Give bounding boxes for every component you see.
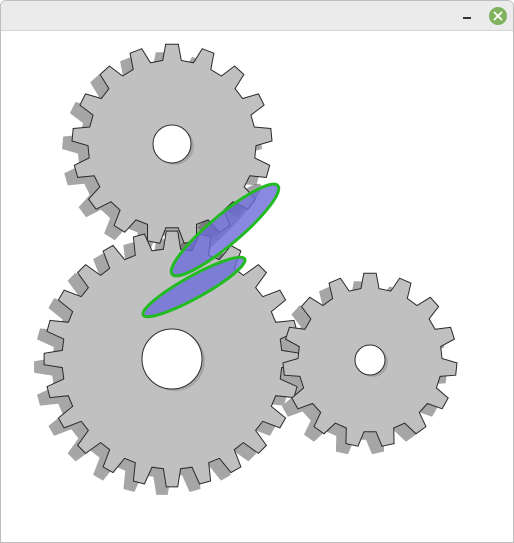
close-icon bbox=[493, 11, 503, 21]
drawing-canvas[interactable] bbox=[1, 31, 513, 542]
gear-bottom-left-hole bbox=[141, 328, 203, 390]
close-button[interactable] bbox=[489, 7, 507, 25]
gear-right-hole bbox=[354, 344, 386, 376]
minimize-button[interactable] bbox=[458, 7, 476, 25]
selection-ellipse-upper[interactable] bbox=[163, 174, 288, 286]
gear-top-left-hole bbox=[152, 124, 192, 164]
selection-ellipse-lower[interactable] bbox=[138, 249, 250, 324]
gear-scene[interactable] bbox=[1, 31, 513, 542]
gear-right[interactable] bbox=[282, 272, 458, 447]
gear-bottom-left[interactable] bbox=[43, 230, 301, 488]
gear-top-left[interactable] bbox=[71, 43, 273, 244]
title-bar[interactable] bbox=[1, 1, 513, 31]
selection-shapes[interactable] bbox=[138, 174, 288, 325]
minimize-icon bbox=[463, 17, 471, 19]
